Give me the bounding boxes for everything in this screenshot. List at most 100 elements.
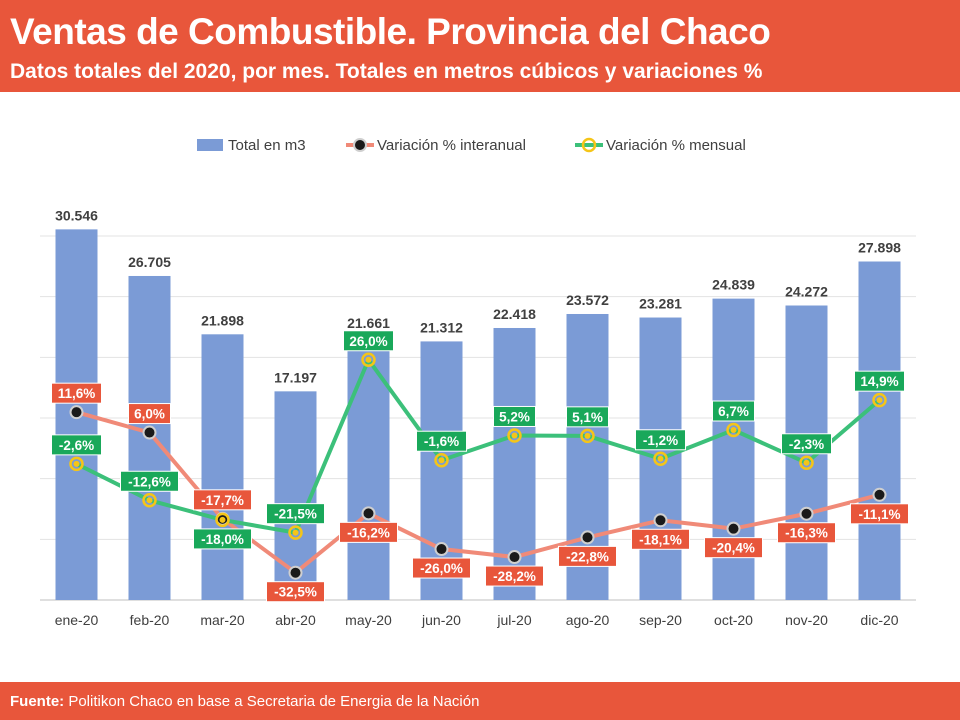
legend-swatch-mensual-marker [581, 137, 597, 153]
bar-value-label-ago-20: 23.572 [566, 292, 609, 308]
legend-label-interanual: Variación % interanual [377, 137, 526, 154]
interanual-point-dic-20 [872, 487, 887, 502]
mensual-point-core-feb-20 [146, 497, 153, 504]
mensual-point-dic-20 [872, 392, 887, 408]
mensual-point-core-ago-20 [584, 432, 591, 439]
bar-value-label-nov-20: 24.272 [785, 283, 828, 299]
mensual-label-jun-20: -1,6% [424, 434, 459, 449]
interanual-label-oct-20-box [704, 537, 763, 559]
x-tick-label-dic-20: dic-20 [860, 612, 898, 628]
interanual-label-sep-20: -18,1% [639, 532, 682, 547]
bar-dic-20 [858, 261, 901, 600]
x-tick-label-jul-20: jul-20 [496, 612, 531, 628]
bar-value-label-abr-20: 17.197 [274, 369, 317, 385]
bar-value-label-jul-20: 22.418 [493, 306, 536, 322]
interanual-point-jul-20 [507, 550, 522, 565]
mensual-label-mar-20: -18,0% [201, 532, 244, 547]
bar-value-label-ene-20: 30.546 [55, 207, 98, 223]
interanual-point-ago-20 [580, 530, 595, 545]
interanual-label-abr-20: -32,5% [274, 585, 317, 600]
mensual-point-core-jul-20 [511, 432, 518, 439]
interanual-label-jun-20: -26,0% [420, 561, 463, 576]
interanual-label-ene-20: 11,6% [58, 386, 96, 401]
interanual-label-jul-20-box [485, 565, 544, 587]
footer-banner: Fuente: Politikon Chaco en base a Secret… [0, 682, 960, 720]
mensual-point-ene-20 [69, 456, 84, 472]
mensual-point-oct-20 [726, 422, 741, 438]
mensual-point-jun-20 [434, 452, 449, 468]
mensual-point-core-ene-20 [73, 460, 80, 467]
mensual-point-core-may-20 [365, 356, 372, 363]
interanual-label-nov-20-box [777, 522, 836, 544]
bar-value-label-jun-20: 21.312 [420, 319, 463, 335]
mensual-label-nov-20: -2,3% [789, 437, 824, 452]
mensual-label-oct-20: 6,7% [718, 404, 749, 419]
legend-label-total: Total en m3 [228, 137, 306, 154]
legend-swatch-interanual-marker [353, 138, 367, 152]
interanual-label-may-20-box [339, 521, 398, 543]
mensual-point-ago-20 [580, 428, 595, 444]
mensual-point-may-20 [361, 352, 376, 368]
mensual-label-dic-20: 14,9% [860, 374, 898, 389]
mensual-point-core-dic-20 [876, 397, 883, 404]
interanual-point-abr-20 [288, 565, 303, 580]
mensual-label-sep-20-box [635, 429, 686, 451]
source-text: Politikon Chaco en base a Secretaria de … [64, 693, 480, 710]
chart-title: Ventas de Combustible. Provincia del Cha… [10, 11, 771, 52]
interanual-point-sep-20 [653, 513, 668, 528]
mensual-label-abr-20: -21,5% [274, 507, 317, 522]
bar-value-label-oct-20: 24.839 [712, 277, 755, 293]
mensual-point-abr-20 [288, 525, 303, 540]
interanual-point-nov-20 [799, 506, 814, 521]
interanual-point-may-20 [361, 506, 376, 521]
x-tick-label-may-20: may-20 [345, 612, 392, 628]
interanual-label-abr-20-box [266, 581, 325, 603]
mensual-point-core-nov-20 [803, 459, 810, 466]
mensual-point-sep-20 [653, 451, 668, 467]
interanual-label-may-20: -16,2% [347, 525, 390, 540]
interanual-label-feb-20-box [128, 403, 171, 425]
header-banner: Ventas de Combustible. Provincia del Cha… [0, 0, 960, 92]
interanual-label-nov-20: -16,3% [785, 526, 828, 541]
x-tick-label-mar-20: mar-20 [200, 612, 245, 628]
x-tick-label-oct-20: oct-20 [714, 612, 753, 628]
interanual-label-jul-20: -28,2% [493, 569, 536, 584]
x-tick-label-ene-20: ene-20 [55, 612, 99, 628]
legend-swatch-total [197, 139, 223, 151]
mensual-point-core-sep-20 [657, 455, 664, 462]
mensual-label-may-20: 26,0% [349, 334, 387, 349]
interanual-label-ene-20-box [51, 382, 102, 404]
interanual-point-jun-20 [434, 542, 449, 557]
interanual-label-mar-20: -17,7% [201, 493, 244, 508]
bar-value-label-mar-20: 21.898 [201, 312, 244, 328]
mensual-point-mar-20 [215, 512, 230, 528]
mensual-label-feb-20: -12,6% [128, 474, 171, 489]
fuel-sales-chart: 30.546 26.705 21.898 17.197 21.661 21.312 22.4… [40, 137, 916, 628]
interanual-label-jun-20-box [412, 557, 471, 579]
source-note: Fuente: Politikon Chaco en base a Secret… [10, 693, 479, 710]
mensual-label-jul-20-box [493, 405, 536, 427]
x-tick-label-sep-20: sep-20 [639, 612, 682, 628]
x-tick-label-nov-20: nov-20 [785, 612, 828, 628]
bar-mar-20 [201, 334, 244, 600]
mensual-label-ago-20: 5,1% [572, 410, 603, 425]
legend-label-mensual: Variación % mensual [606, 137, 746, 154]
x-tick-label-abr-20: abr-20 [275, 612, 316, 628]
legend: Total en m3 Variación % interanual Variaci… [197, 137, 746, 154]
mensual-label-ago-20-box [566, 406, 609, 428]
interanual-label-mar-20-box [193, 489, 252, 511]
mensual-point-core-jun-20 [438, 457, 445, 464]
bar-value-label-may-20: 21.661 [347, 315, 390, 331]
mensual-label-abr-20-box [266, 503, 325, 525]
mensual-label-oct-20-box [712, 400, 755, 422]
interanual-label-ago-20-box [558, 545, 617, 567]
interanual-label-feb-20: 6,0% [134, 407, 165, 422]
mensual-label-dic-20-box [854, 370, 905, 392]
x-tick-label-ago-20: ago-20 [566, 612, 610, 628]
mensual-label-jul-20: 5,2% [499, 409, 530, 424]
mensual-label-ene-20: -2,6% [59, 438, 94, 453]
mensual-label-mar-20-box [193, 528, 252, 550]
interanual-point-feb-20 [142, 425, 157, 440]
bar-value-label-sep-20: 23.281 [639, 296, 682, 312]
mensual-label-jun-20-box [416, 430, 467, 452]
